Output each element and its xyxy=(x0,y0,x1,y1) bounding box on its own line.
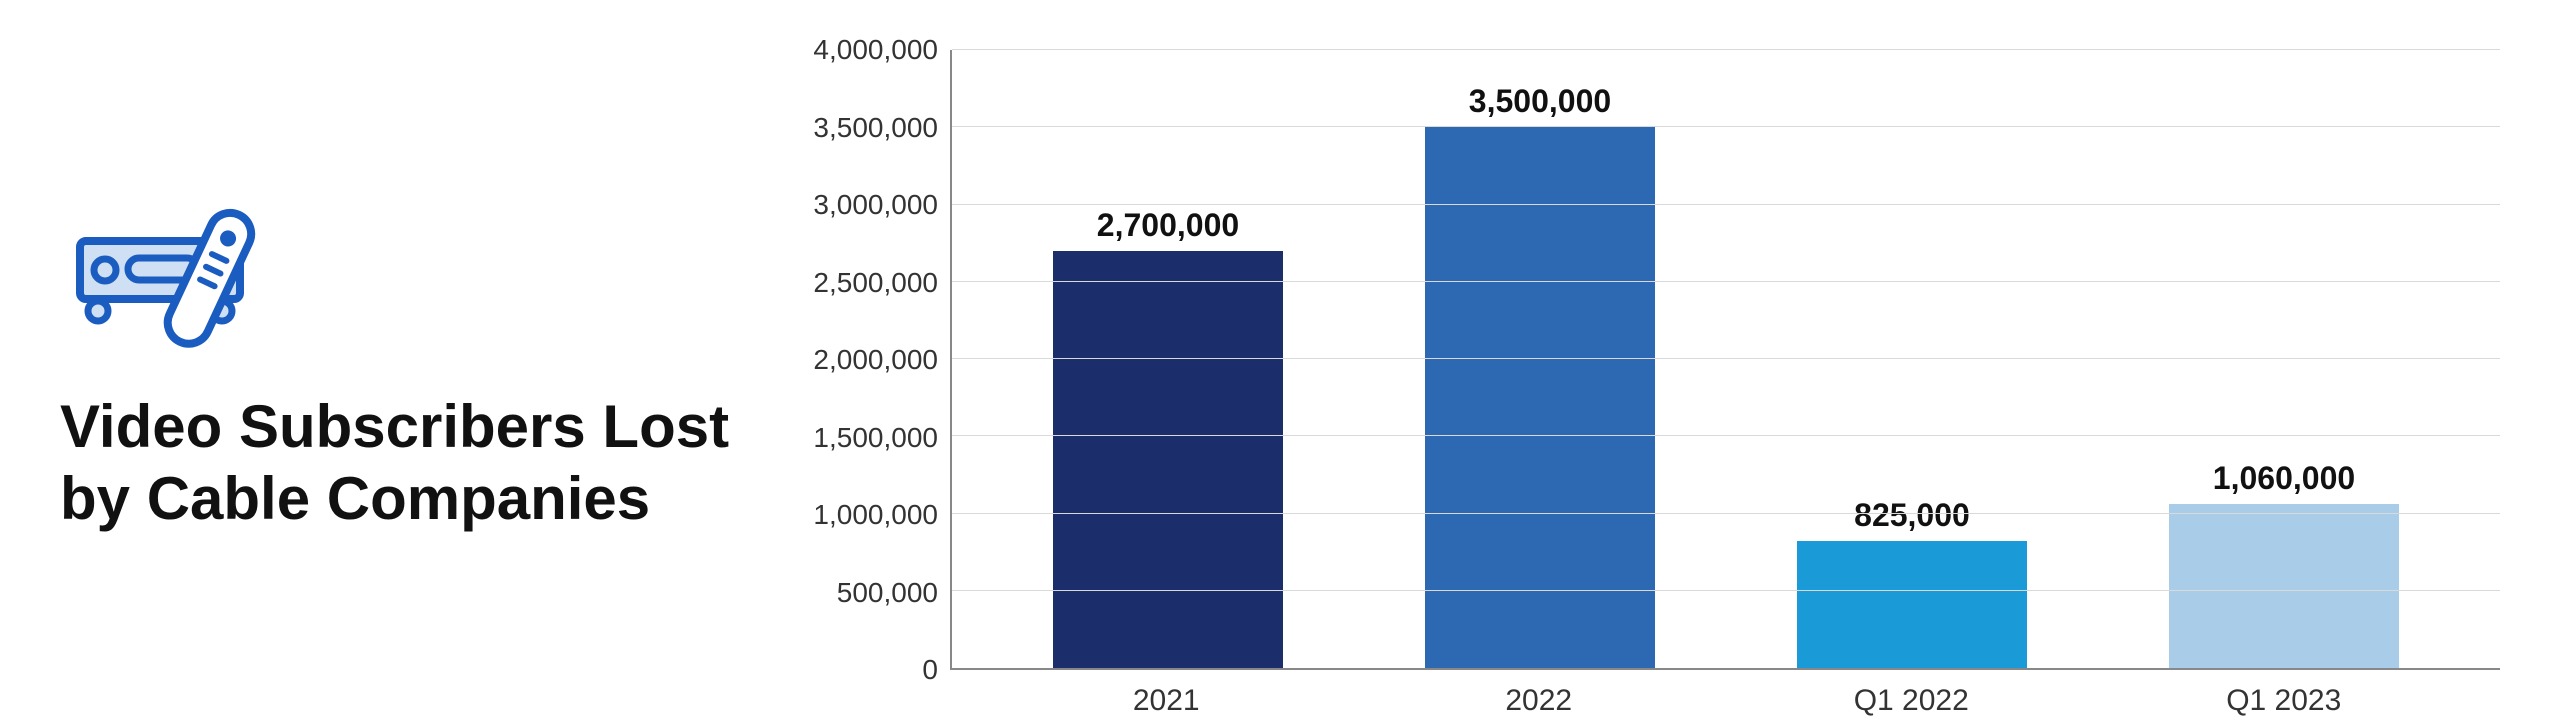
bar-value-label: 1,060,000 xyxy=(2213,460,2355,497)
cable-box-remote-icon xyxy=(70,186,740,361)
bar-slot: 2,700,000 xyxy=(1004,50,1331,668)
bar-chart: 0500,0001,000,0001,500,0002,000,0002,500… xyxy=(780,50,2500,670)
x-tick-label: 2021 xyxy=(1002,684,1330,718)
x-tick-label: Q1 2022 xyxy=(1747,684,2075,718)
y-tick-label: 1,000,000 xyxy=(778,499,938,531)
title-line-1: Video Subscribers Lost xyxy=(60,393,729,460)
plot-area: 2,700,000 3,500,000 825,000 1,060,000 xyxy=(950,50,2500,670)
bar: 825,000 xyxy=(1797,541,2026,668)
bar: 2,700,000 xyxy=(1053,251,1282,668)
grid-line xyxy=(952,358,2500,359)
bars-container: 2,700,000 3,500,000 825,000 1,060,000 xyxy=(952,50,2500,668)
left-panel: Video Subscribers Lost by Cable Companie… xyxy=(60,186,780,535)
grid-line xyxy=(952,513,2500,514)
grid-line xyxy=(952,49,2500,50)
x-tick-label: 2022 xyxy=(1375,684,1703,718)
bar: 3,500,000 xyxy=(1425,127,1654,668)
bar-value-label: 2,700,000 xyxy=(1097,207,1239,244)
y-tick-label: 0 xyxy=(778,654,938,686)
x-tick-label: Q1 2023 xyxy=(2120,684,2448,718)
bar: 1,060,000 xyxy=(2169,504,2398,668)
y-tick-label: 2,000,000 xyxy=(778,344,938,376)
y-tick-label: 2,500,000 xyxy=(778,267,938,299)
grid-line xyxy=(952,204,2500,205)
grid-line xyxy=(952,435,2500,436)
bar-slot: 3,500,000 xyxy=(1376,50,1703,668)
y-tick-label: 500,000 xyxy=(778,577,938,609)
x-axis-labels: 2021 2022 Q1 2022 Q1 2023 xyxy=(950,684,2500,718)
grid-line xyxy=(952,126,2500,127)
bar-value-label: 825,000 xyxy=(1854,497,1970,534)
y-tick-label: 3,500,000 xyxy=(778,112,938,144)
title-line-2: by Cable Companies xyxy=(60,465,650,532)
y-tick-label: 1,500,000 xyxy=(778,422,938,454)
bar-slot: 1,060,000 xyxy=(2120,50,2447,668)
chart-title: Video Subscribers Lost by Cable Companie… xyxy=(60,391,740,535)
grid-line xyxy=(952,590,2500,591)
y-axis: 0500,0001,000,0001,500,0002,000,0002,500… xyxy=(780,50,950,670)
grid-line xyxy=(952,281,2500,282)
bar-slot: 825,000 xyxy=(1748,50,2075,668)
y-tick-label: 4,000,000 xyxy=(778,34,938,66)
bar-value-label: 3,500,000 xyxy=(1469,83,1611,120)
y-tick-label: 3,000,000 xyxy=(778,189,938,221)
